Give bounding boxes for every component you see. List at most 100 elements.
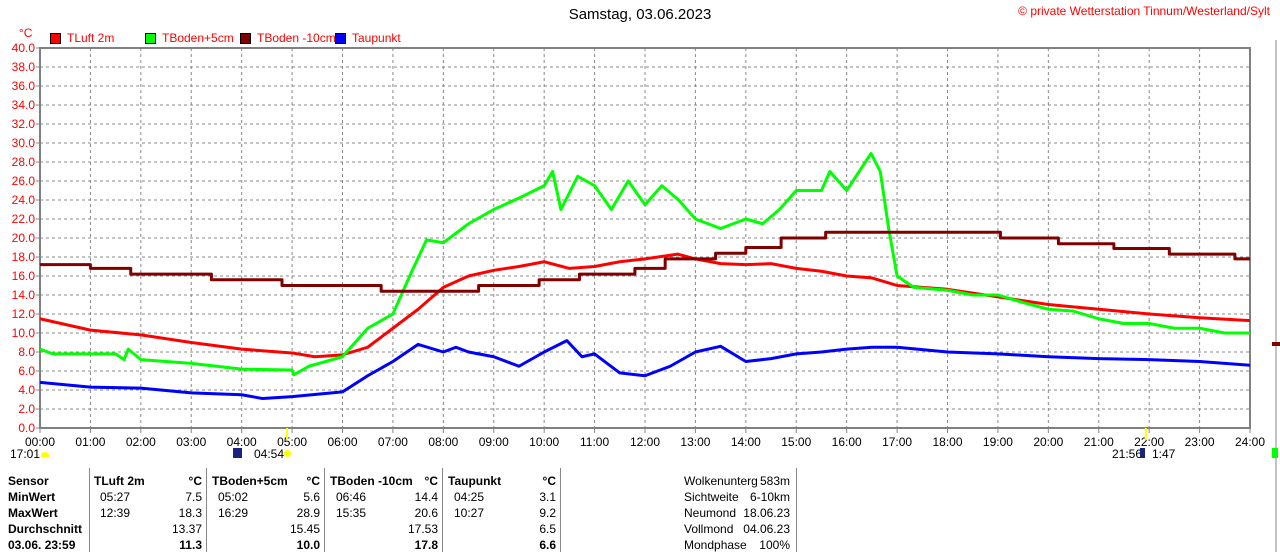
column-header: TBoden+5cm bbox=[212, 474, 288, 488]
table-divider bbox=[442, 468, 443, 552]
column-unit: °C bbox=[542, 474, 556, 488]
info-label: Vollmond bbox=[684, 522, 734, 536]
y-tick-label: 36.0 bbox=[12, 79, 36, 93]
info-label: Neumond bbox=[684, 506, 737, 520]
column-header: Taupunkt bbox=[448, 474, 502, 488]
column-header: TLuft 2m bbox=[94, 474, 145, 488]
legend-item-tboden10: TBoden -10cm bbox=[240, 31, 336, 45]
table-divider bbox=[560, 468, 561, 552]
x-tick-label: 17:00 bbox=[882, 435, 912, 449]
x-tick-label: 18:00 bbox=[932, 435, 962, 449]
row-label: Durchschnitt bbox=[8, 522, 83, 536]
min-time: 05:27 bbox=[100, 490, 131, 504]
moonset-time: 17:01 bbox=[10, 447, 41, 461]
y-tick-label: 8.0 bbox=[18, 345, 35, 359]
series-line-tboden-10cm bbox=[40, 230, 1250, 293]
column-unit: °C bbox=[306, 474, 320, 488]
average-value: 17.53 bbox=[407, 522, 438, 536]
info-value: 583m bbox=[759, 474, 790, 488]
legend-swatch bbox=[145, 32, 156, 44]
y-tick-label: 22.0 bbox=[12, 212, 36, 226]
sunrise-time: 04:54 bbox=[254, 447, 285, 461]
row-label: MaxWert bbox=[8, 506, 58, 520]
info-value: 18.06.23 bbox=[743, 506, 790, 520]
y-tick-label: 2.0 bbox=[18, 402, 35, 416]
x-tick-label: 19:00 bbox=[983, 435, 1013, 449]
y-tick-label: 28.0 bbox=[12, 155, 36, 169]
x-tick-label: 21:00 bbox=[1084, 435, 1114, 449]
x-tick-label: 23:00 bbox=[1185, 435, 1215, 449]
y-tick-label: 18.0 bbox=[12, 250, 36, 264]
table-divider bbox=[796, 468, 797, 552]
x-tick-label: 05:00 bbox=[277, 435, 307, 449]
row-label: MinWert bbox=[8, 490, 56, 504]
average-value: 15.45 bbox=[289, 522, 320, 536]
y-tick-label: 34.0 bbox=[12, 98, 36, 112]
y-tick-label: 6.0 bbox=[18, 364, 35, 378]
legend-label: TBoden+5cm bbox=[162, 31, 234, 45]
average-value: 6.5 bbox=[539, 522, 556, 536]
max-time: 10:27 bbox=[454, 506, 485, 520]
current-value: 11.3 bbox=[179, 538, 202, 552]
max-value: 28.9 bbox=[296, 506, 320, 520]
x-tick-label: 08:00 bbox=[428, 435, 458, 449]
current-value: 17.8 bbox=[414, 538, 438, 552]
info-value: 6-10km bbox=[749, 490, 790, 504]
y-tick-label: 30.0 bbox=[12, 136, 36, 150]
y-tick-label: 4.0 bbox=[18, 383, 35, 397]
moon-icon bbox=[41, 452, 49, 457]
y-tick-label: 0.0 bbox=[18, 421, 35, 435]
max-time: 16:29 bbox=[218, 506, 249, 520]
column-header: TBoden -10cm bbox=[330, 474, 413, 488]
row-label: Sensor bbox=[8, 474, 49, 488]
info-value: 04.06.23 bbox=[743, 522, 790, 536]
legend-swatch bbox=[50, 32, 61, 44]
min-time: 04:25 bbox=[454, 490, 485, 504]
x-tick-label: 14:00 bbox=[731, 435, 761, 449]
sun-icon bbox=[284, 450, 291, 457]
max-time: 15:35 bbox=[336, 506, 367, 520]
column-unit: °C bbox=[188, 474, 202, 488]
min-value: 5.6 bbox=[303, 490, 320, 504]
x-tick-label: 01:00 bbox=[75, 435, 105, 449]
y-tick-label: 10.0 bbox=[12, 326, 36, 340]
x-tick-label: 03:00 bbox=[176, 435, 206, 449]
x-tick-label: 00:00 bbox=[25, 435, 55, 449]
info-label: Mondphase bbox=[684, 538, 747, 552]
sunset-icon bbox=[1140, 448, 1145, 458]
legend-swatch bbox=[240, 32, 251, 44]
x-tick-label: 11:00 bbox=[580, 435, 609, 449]
info-value: 100% bbox=[759, 538, 790, 552]
x-tick-label: 22:00 bbox=[1134, 435, 1164, 449]
x-tick-label: 10:00 bbox=[529, 435, 559, 449]
sunset-time: 21:56 bbox=[1112, 447, 1143, 461]
info-label: Sichtweite bbox=[684, 490, 739, 504]
secondary-marker bbox=[1272, 448, 1278, 458]
max-value: 9.2 bbox=[539, 506, 556, 520]
copyright: © private Wetterstation Tinnum/Westerlan… bbox=[1018, 4, 1270, 18]
current-value: 6.6 bbox=[539, 538, 556, 552]
min-time: 05:02 bbox=[218, 490, 249, 504]
x-tick-label: 12:00 bbox=[630, 435, 660, 449]
x-tick-label: 20:00 bbox=[1033, 435, 1063, 449]
y-tick-label: 20.0 bbox=[12, 231, 36, 245]
legend-item-taupunkt: Taupunkt bbox=[335, 31, 401, 45]
table-divider bbox=[324, 468, 325, 552]
plot-frame bbox=[39, 47, 1251, 429]
y-tick-label: 24.0 bbox=[12, 193, 36, 207]
legend-label: TLuft 2m bbox=[67, 31, 115, 45]
x-tick-label: 24:00 bbox=[1235, 435, 1265, 449]
y-tick-label: 14.0 bbox=[12, 288, 36, 302]
row-label: 03.06. 23:59 bbox=[8, 538, 76, 552]
table-divider bbox=[206, 468, 207, 552]
average-value: 13.37 bbox=[171, 522, 202, 536]
moonrise-time: 1:47 bbox=[1152, 447, 1176, 461]
legend-item-tluft: TLuft 2m bbox=[50, 31, 114, 45]
y-tick-label: 12.0 bbox=[12, 307, 36, 321]
max-value: 20.6 bbox=[414, 506, 438, 520]
current-value: 10.0 bbox=[296, 538, 320, 552]
min-time: 06:46 bbox=[336, 490, 367, 504]
y-tick-label: 32.0 bbox=[12, 117, 36, 131]
x-tick-label: 16:00 bbox=[832, 435, 862, 449]
